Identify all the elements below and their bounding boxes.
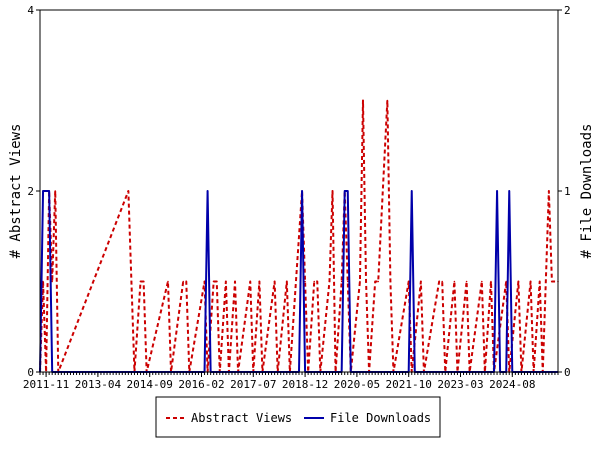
y-right-tick-label: 1	[564, 185, 571, 198]
y-axis-left-label: # Abstract Views	[8, 124, 24, 259]
data-point-abstract-views	[212, 280, 215, 283]
data-point-abstract-views	[517, 280, 520, 283]
data-point-abstract-views	[313, 280, 316, 283]
x-tick-label: 2021-10	[386, 378, 432, 391]
data-point-abstract-views	[453, 280, 456, 283]
legend-label-file-downloads: File Downloads	[330, 411, 431, 425]
data-point-abstract-views	[538, 280, 541, 283]
data-point-abstract-views	[374, 280, 376, 283]
data-point-abstract-views	[362, 99, 364, 102]
data-point-abstract-views	[304, 280, 306, 283]
y-left-tick-label: 2	[27, 185, 34, 198]
series-layer	[39, 99, 559, 373]
legend-label-abstract-views: Abstract Views	[191, 411, 292, 425]
data-point-abstract-views	[359, 280, 361, 283]
data-point-abstract-views	[386, 99, 389, 102]
data-point-abstract-views	[438, 280, 440, 283]
y-left-tick-label: 4	[27, 4, 34, 17]
data-point-abstract-views	[490, 280, 492, 283]
data-point-abstract-views	[273, 280, 276, 283]
data-point-abstract-views	[225, 280, 227, 283]
data-point-file-downloads	[206, 190, 209, 192]
data-point-abstract-views	[529, 280, 532, 283]
data-point-file-downloads	[496, 190, 498, 192]
data-point-abstract-views	[234, 280, 236, 283]
data-point-abstract-views	[316, 280, 319, 283]
y-right-tick-label: 0	[564, 366, 571, 379]
data-point-file-downloads	[45, 190, 47, 192]
x-tick-label: 2020-05	[334, 378, 380, 391]
y-right-tick-label: 2	[564, 4, 571, 17]
x-tick-label: 2023-03	[437, 378, 483, 391]
data-point-abstract-views	[407, 280, 410, 283]
data-point-abstract-views	[286, 280, 288, 283]
data-point-abstract-views	[548, 190, 550, 192]
data-point-abstract-views	[203, 280, 206, 283]
data-point-abstract-views	[346, 280, 349, 283]
data-point-file-downloads	[410, 190, 413, 192]
data-point-abstract-views	[389, 280, 392, 283]
data-point-abstract-views	[328, 280, 331, 283]
x-tick-label: 2011-11	[23, 378, 69, 391]
data-point-abstract-views	[142, 280, 145, 283]
data-point-file-downloads	[343, 190, 346, 192]
y-axis-right-label: # File Downloads	[579, 124, 595, 259]
legend-box	[155, 396, 441, 438]
data-point-abstract-views	[365, 280, 367, 283]
data-point-file-downloads	[42, 190, 44, 192]
data-point-abstract-views	[551, 280, 553, 283]
y-left-tick-label: 0	[27, 366, 34, 379]
data-point-abstract-views	[420, 280, 422, 283]
data-point-abstract-views	[51, 280, 53, 283]
x-tick-label: 2017-07	[230, 378, 276, 391]
data-point-abstract-views	[42, 280, 44, 283]
data-point-file-downloads	[301, 190, 303, 192]
data-point-abstract-views	[441, 280, 444, 283]
axes-layer: 0 2 4 0 1 2 2011-11 2013-04 2014-09 2016-02 2017-0…	[23, 4, 571, 391]
legend: Abstract Views File Downloads	[155, 396, 441, 438]
data-point-abstract-views	[249, 280, 252, 283]
x-tick-label: 2024-08	[489, 378, 535, 391]
data-point-abstract-views	[130, 280, 133, 283]
data-point-abstract-views	[331, 190, 334, 192]
x-tick-label: 2013-04	[75, 378, 122, 391]
data-point-abstract-views	[377, 280, 380, 283]
data-point-abstract-views	[215, 280, 218, 283]
data-point-abstract-views	[127, 190, 130, 192]
data-point-file-downloads	[48, 190, 50, 192]
data-point-abstract-views	[139, 280, 142, 283]
data-point-abstract-views	[182, 280, 185, 283]
data-point-abstract-views	[167, 280, 169, 283]
x-tick-label: 2014-09	[127, 378, 173, 391]
data-point-abstract-views	[258, 280, 261, 283]
data-point-abstract-views	[481, 280, 483, 283]
data-point-abstract-views	[505, 280, 508, 283]
data-point-abstract-views	[340, 280, 343, 283]
x-tick-label: 2016-02	[178, 378, 224, 391]
data-point-file-downloads	[346, 190, 349, 192]
x-tick-label: 2018-12	[282, 378, 328, 391]
data-point-abstract-views	[465, 280, 468, 283]
data-point-abstract-views	[54, 190, 57, 192]
data-point-abstract-views	[185, 280, 188, 283]
data-point-file-downloads	[508, 190, 511, 192]
